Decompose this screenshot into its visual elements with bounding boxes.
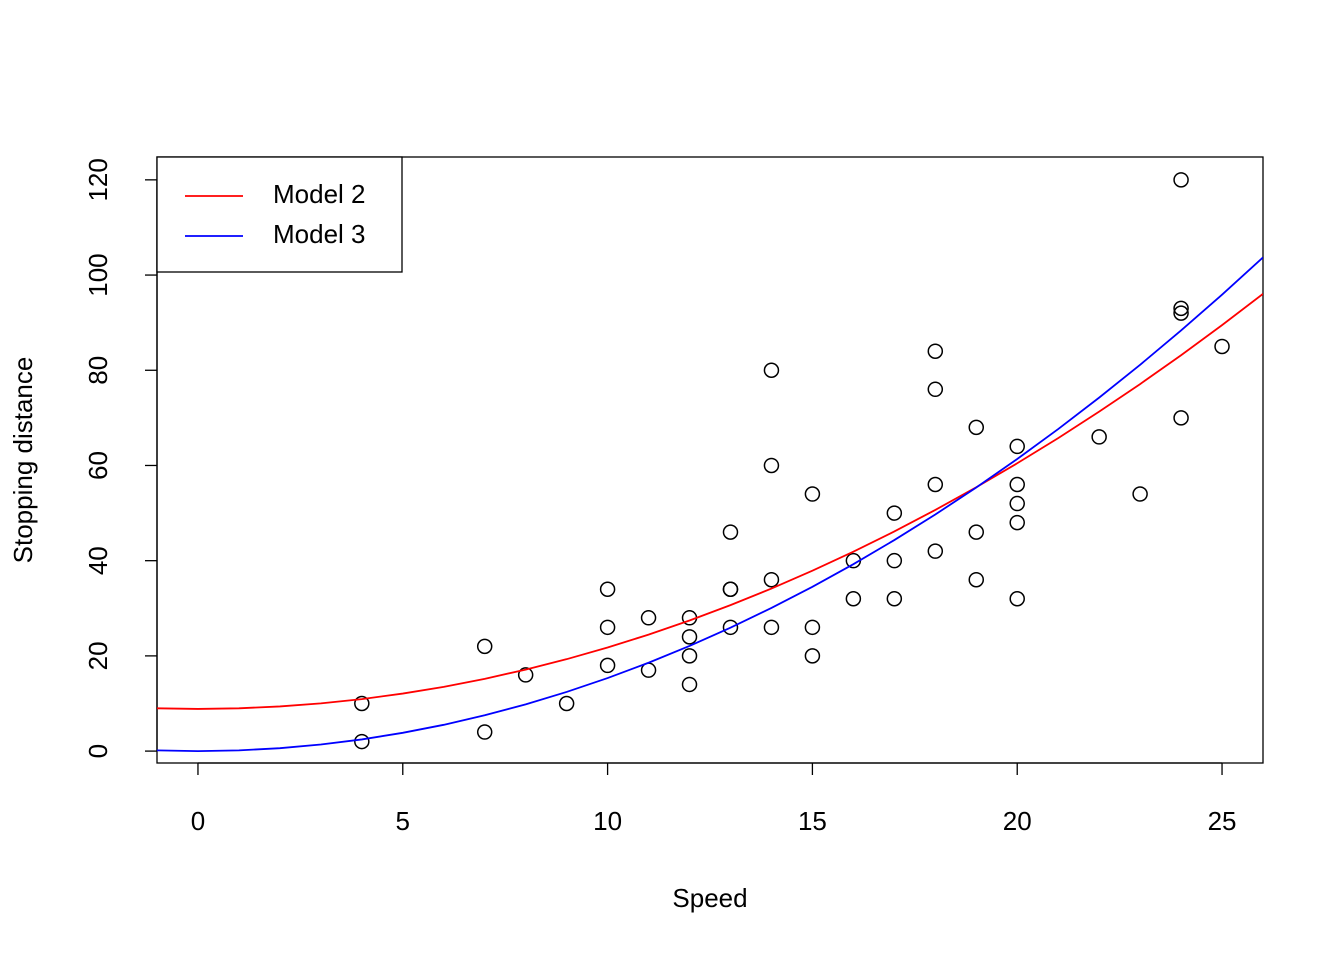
data-point [1173, 305, 1189, 321]
data-point [722, 524, 739, 540]
data-point [1173, 410, 1189, 426]
data-point [722, 581, 739, 597]
data-point [927, 476, 944, 493]
data-point [722, 619, 739, 636]
x-axis-label: Speed [672, 883, 747, 913]
data-point [476, 724, 493, 740]
x-tick-label: 20 [1003, 806, 1032, 836]
y-tick-label: 0 [83, 744, 113, 758]
data-point [927, 381, 944, 398]
data-point [1009, 476, 1025, 493]
data-point [517, 667, 534, 683]
y-tick-label: 60 [83, 451, 113, 480]
data-point [681, 629, 698, 645]
data-point [354, 733, 370, 750]
y-tick-label: 40 [83, 546, 113, 575]
data-point [599, 581, 616, 597]
data-point [1214, 338, 1230, 355]
data-point [1009, 495, 1025, 512]
data-point [1009, 514, 1025, 531]
data-point [1173, 300, 1189, 317]
data-point [1173, 172, 1189, 188]
data-point [763, 457, 780, 474]
data-point [886, 552, 903, 569]
data-point [558, 695, 575, 712]
legend-box [156, 156, 403, 273]
plot-frame [156, 156, 1264, 764]
model-line [157, 293, 1263, 710]
data-point [927, 343, 944, 359]
data-point [968, 524, 985, 540]
data-point [886, 591, 903, 607]
y-tick-label: 20 [83, 641, 113, 670]
x-tick-label: 15 [798, 806, 827, 836]
x-tick-label: 25 [1208, 806, 1237, 836]
y-tick-label: 80 [83, 356, 113, 385]
data-point [599, 619, 616, 636]
x-tick-label: 10 [593, 806, 622, 836]
data-point [599, 657, 616, 674]
data-point [354, 695, 370, 712]
y-tick-label: 100 [83, 253, 113, 296]
data-point [763, 619, 780, 636]
data-point [1009, 438, 1025, 455]
data-point [681, 676, 698, 693]
data-point [886, 505, 903, 521]
y-tick-label: 120 [83, 158, 113, 201]
legend-label: Model 3 [273, 219, 366, 249]
y-axis-label: Stopping distance [8, 357, 38, 564]
legend-label: Model 2 [273, 179, 366, 209]
data-point [476, 638, 493, 655]
data-point [804, 619, 821, 636]
data-point [1091, 429, 1107, 445]
x-tick-label: 0 [191, 806, 205, 836]
data-point [1009, 591, 1025, 607]
data-point [804, 648, 821, 664]
data-point [845, 591, 862, 607]
data-point [804, 486, 821, 502]
data-point [640, 610, 657, 626]
model-line [157, 256, 1263, 753]
data-point [681, 648, 698, 664]
data-point [968, 419, 985, 436]
data-point [1132, 486, 1148, 502]
data-point [763, 362, 780, 379]
data-point [927, 543, 944, 559]
data-point [968, 571, 985, 588]
data-point [763, 571, 780, 588]
x-tick-label: 5 [396, 806, 410, 836]
